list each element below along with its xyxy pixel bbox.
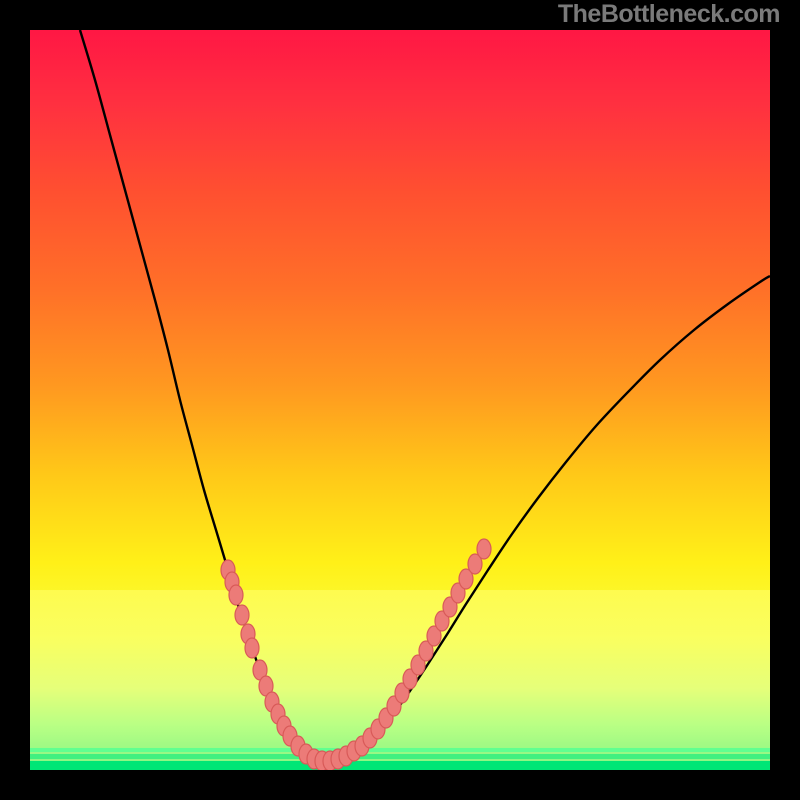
data-marker <box>235 605 249 625</box>
chart-container: TheBottleneck.com <box>0 0 800 800</box>
watermark-text: TheBottleneck.com <box>558 0 780 29</box>
green-base-stripes <box>30 748 770 770</box>
green-stripe <box>30 754 770 759</box>
green-stripe <box>30 761 770 770</box>
yellow-highlight-band <box>30 590 770 770</box>
data-marker <box>229 585 243 605</box>
data-marker <box>245 638 259 658</box>
data-marker <box>477 539 491 559</box>
bottleneck-curve-chart <box>0 0 800 800</box>
plot-area <box>30 30 770 771</box>
green-stripe <box>30 748 770 752</box>
